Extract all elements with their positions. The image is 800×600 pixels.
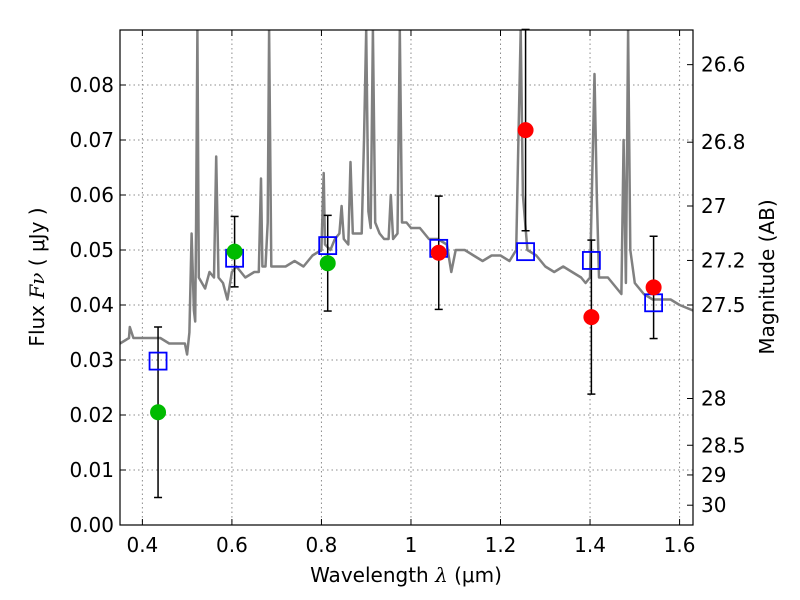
- model-photometry-squares: [148, 236, 664, 371]
- y-tick-label: 0.03: [69, 348, 114, 372]
- y-tick-label: 0.00: [69, 513, 114, 537]
- y-tick-label: 0.04: [69, 293, 114, 317]
- right-tick-label: 30: [701, 493, 726, 517]
- observed-points: [150, 122, 662, 421]
- spectrum-line: [120, 30, 693, 356]
- right-tick-label: 26.6: [701, 53, 746, 77]
- y-tick-label: 0.02: [69, 403, 114, 427]
- x-tick-label: 1.4: [574, 533, 606, 557]
- red-data-point: [517, 122, 534, 139]
- y-axis-title: Flux Fν ( μJy ): [25, 207, 49, 346]
- green-data-point: [150, 404, 167, 421]
- y-tick-label: 0.06: [69, 183, 114, 207]
- model-flux-square: [581, 251, 601, 270]
- right-axis-title: Magnitude (AB): [755, 199, 779, 354]
- plot-frame: [119, 29, 694, 526]
- right-tick-label: 28.5: [701, 433, 746, 457]
- model-flux-square: [516, 242, 535, 262]
- y-tick-label: 0.08: [69, 73, 114, 97]
- right-tick-label: 27: [701, 194, 726, 218]
- green-data-point: [319, 255, 336, 272]
- model-flux-square: [318, 236, 338, 256]
- y-tick-label: 0.07: [69, 128, 114, 152]
- right-tick-label: 28: [701, 387, 726, 411]
- green-data-point: [226, 243, 243, 260]
- x-tick-label: 0.4: [126, 533, 158, 557]
- model-spectrum: [120, 30, 693, 356]
- y-tick-label: 0.05: [69, 238, 114, 262]
- right-tick-label: 27.2: [701, 248, 746, 272]
- x-tick-label: 1.6: [664, 533, 696, 557]
- axis-ticks: [120, 30, 693, 526]
- x-tick-label: 1.2: [485, 533, 517, 557]
- x-tick-label: 1: [405, 533, 418, 557]
- right-tick-label: 27.5: [701, 293, 746, 317]
- red-data-point: [430, 244, 447, 261]
- right-tick-labels: 26.6 26.8 27 27.2 27.5 28 28.5 29 30: [701, 53, 746, 518]
- model-flux-square: [148, 351, 168, 371]
- y-tick-label: 0.01: [69, 458, 114, 482]
- y-tick-labels: 0.00 0.01 0.02 0.03 0.04 0.05 0.06 0.07 0.08: [69, 73, 114, 537]
- x-tick-label: 0.6: [216, 533, 248, 557]
- red-data-point: [583, 309, 600, 326]
- x-tick-labels: 0.4 0.6 0.8 1 1.2 1.4 1.6: [126, 533, 695, 557]
- red-data-point: [645, 279, 662, 296]
- right-tick-label: 29: [701, 463, 726, 487]
- right-tick-label: 26.8: [701, 130, 746, 154]
- x-tick-label: 0.8: [306, 533, 338, 557]
- x-axis-title: Wavelength λ (μm): [310, 563, 502, 587]
